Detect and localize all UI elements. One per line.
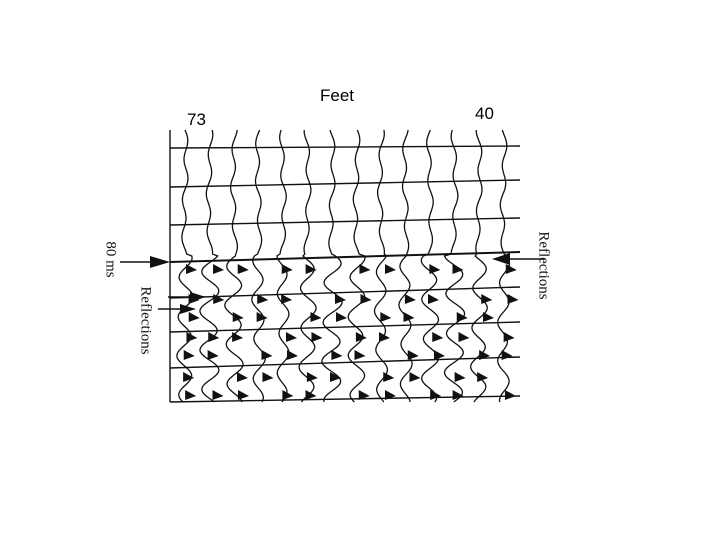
reflection-peak — [212, 390, 224, 400]
reflection-peak — [458, 332, 470, 342]
reflection-peak — [261, 350, 273, 360]
reflection-peak — [477, 372, 489, 382]
reflection-peak — [282, 390, 294, 400]
reflection-peak — [404, 294, 416, 304]
reflection-peak — [504, 390, 516, 400]
timing-line — [169, 356, 521, 369]
reflection-peak — [456, 312, 468, 322]
time-marker-label: 80 ms — [102, 241, 119, 278]
reflection-peak — [505, 264, 517, 274]
reflection-peak — [183, 372, 195, 382]
seismic-trace — [224, 129, 244, 403]
reflection-peak — [454, 372, 466, 382]
reflections-right-label: Reflections — [535, 231, 552, 300]
reflection-peak — [358, 390, 370, 400]
reflection-peak — [311, 332, 323, 342]
timing-line — [169, 286, 521, 299]
reflection-peak — [213, 264, 225, 274]
seismic-trace — [373, 129, 389, 403]
reflection-peak — [379, 332, 391, 342]
reflections-left-label: Reflections — [137, 286, 154, 355]
reflection-peak — [507, 294, 519, 304]
reflection-peaks — [183, 264, 519, 400]
reflection-peak — [262, 372, 274, 382]
timing-line — [169, 395, 521, 403]
reflection-peak — [428, 294, 440, 304]
seismic-trace — [298, 130, 317, 403]
reflection-peak — [183, 350, 195, 360]
reflection-peak — [232, 332, 244, 342]
reflection-peak — [305, 390, 317, 400]
right-reflection-arrowhead — [492, 253, 510, 265]
reflection-peak — [335, 312, 347, 322]
seismic-trace — [176, 129, 194, 403]
reflection-peak — [479, 350, 491, 360]
reflection-peak — [257, 294, 269, 304]
reflection-peak — [380, 312, 392, 322]
left-reflection-arrowhead-2 — [180, 304, 196, 314]
seismic-trace — [347, 129, 366, 403]
right-distance-label: 40 — [475, 104, 494, 123]
left-reflection-arrowhead-1 — [190, 292, 206, 302]
reflection-peak — [384, 264, 396, 274]
reflection-peak — [188, 312, 200, 322]
timing-line — [169, 179, 521, 188]
timing-line — [169, 217, 521, 226]
reflection-peak — [186, 332, 198, 342]
reflection-peak — [452, 264, 464, 274]
reflection-peak — [237, 264, 249, 274]
time-marker-arrowhead — [150, 256, 170, 268]
reflection-peak — [213, 294, 225, 304]
reflection-peak — [452, 390, 464, 400]
reflection-peak — [286, 350, 298, 360]
reflection-peak — [383, 372, 395, 382]
reflection-peak — [236, 372, 248, 382]
seismic-trace — [199, 129, 220, 403]
timing-line — [169, 321, 521, 333]
reflection-peak — [429, 264, 441, 274]
reflection-peak — [256, 312, 268, 322]
reflection-peak — [430, 390, 442, 400]
reflection-peak — [232, 312, 244, 322]
seismic-trace — [251, 129, 266, 403]
reflection-peak — [481, 294, 493, 304]
reflection-peak — [503, 332, 515, 342]
reflection-peak — [207, 350, 219, 360]
timing-line — [169, 145, 521, 149]
reflection-peak — [331, 350, 343, 360]
reflection-peak — [403, 312, 415, 322]
reflection-peak — [208, 332, 220, 342]
reflection-peak — [186, 264, 197, 274]
seismic-trace — [321, 129, 343, 403]
reflection-peak — [354, 350, 366, 360]
reflection-peak — [501, 350, 513, 360]
timing-line — [169, 251, 521, 263]
reflection-peak — [310, 312, 322, 322]
seismic-traces — [176, 129, 511, 403]
reflection-peak — [281, 264, 293, 274]
feet-label: Feet — [320, 86, 355, 105]
reflection-peak — [185, 390, 197, 400]
reflection-peak — [334, 294, 346, 304]
reflection-peak — [432, 332, 444, 342]
reflection-peak — [359, 264, 371, 274]
reflection-peak — [409, 372, 421, 382]
reflection-peak — [306, 372, 318, 382]
reflection-arrows — [120, 253, 545, 314]
reflection-peak — [281, 294, 293, 304]
reflection-peak — [360, 294, 372, 304]
reflection-peak — [237, 390, 249, 400]
reflection-peak — [482, 312, 494, 322]
reflection-peak — [433, 350, 445, 360]
reflection-peak — [384, 390, 396, 400]
seismic-trace — [470, 129, 488, 403]
reflection-peak — [305, 264, 317, 274]
reflection-peak — [355, 332, 367, 342]
reflection-peak — [285, 332, 297, 342]
timing-lines — [169, 130, 521, 403]
reflection-peak — [330, 372, 342, 382]
reflection-peak — [407, 350, 419, 360]
left-distance-label: 73 — [187, 110, 206, 129]
